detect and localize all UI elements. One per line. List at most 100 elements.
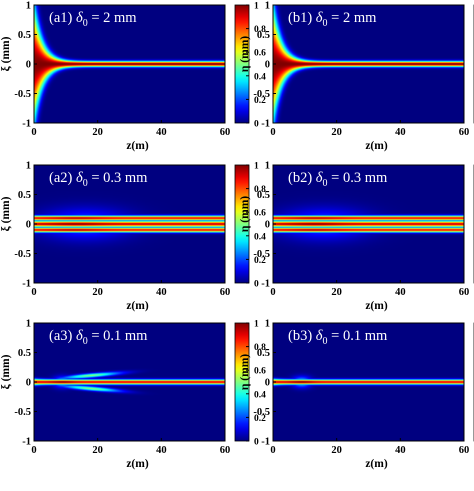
colorbar [234,4,250,124]
panel-label: (a2) δ0 = 0.3 mm [49,170,148,189]
y-tick-label: -0.5 [14,249,31,260]
y-tick-label: -0.5 [253,249,270,260]
x-tick-label: 40 [395,287,406,298]
y-tick-label: 1 [26,1,31,12]
panel-b2: 0 20 40 60 1 0.5 0 -0.5 -1 z(m) η (mm) (b2) δ0 = 0.… [239,161,474,312]
x-tick-label: 40 [395,127,406,138]
y-axis-label: ξ (mm) [0,196,12,231]
panel-a3: 0 20 40 60 1 0.5 0 -0.5 -1 z(m) ξ (mm) (a3) δ0 = 0.… [0,319,266,471]
colorbar [234,164,250,284]
panel-b3: 0 20 40 60 1 0.5 0 -0.5 -1 z(m) η (mm) (b3) δ0 = 0.… [239,319,474,470]
colorbar-tick-label: 0.8 [254,343,266,353]
x-tick-label: 20 [331,445,342,456]
y-tick-label: 0.5 [257,30,270,41]
y-tick-label: -1 [22,279,31,290]
y-tick-label: 0 [265,378,270,389]
colorbar-tick-label: 0.6 [254,49,266,59]
x-tick-label: 0 [31,127,36,138]
colorbar-tick-label: 1 [254,320,259,330]
colorbar-tick-label: 0.6 [254,209,266,219]
y-axis-label: η (mm) [239,354,251,390]
x-tick-label: 60 [459,445,470,456]
x-tick-label: 20 [331,127,342,138]
x-tick-label: 60 [220,287,231,298]
x-tick-label: 20 [92,445,103,456]
x-tick-label: 0 [31,287,36,298]
x-tick-label: 40 [156,445,167,456]
x-tick-label: 40 [156,287,167,298]
y-tick-label: 0 [26,220,31,231]
panel-a1: 0 20 40 60 1 0.5 0 -0.5 -1 z(m) ξ (mm) (a1) δ0 = 2 … [0,1,266,153]
y-tick-label: -0.5 [14,407,31,418]
x-tick-label: 0 [270,287,275,298]
panel-label: (b2) δ0 = 0.3 mm [288,170,388,189]
x-tick-label: 60 [220,127,231,138]
colorbar-tick-label: 0.8 [254,25,266,35]
y-tick-label: 0.5 [18,30,31,41]
y-axis-label: η (mm) [239,196,251,232]
y-tick-label: 0.5 [18,190,31,201]
colorbar-tick-label: 0.2 [254,414,266,424]
y-tick-label: -0.5 [253,89,270,100]
y-tick-label: 0 [26,60,31,71]
x-tick-label: 60 [459,287,470,298]
colorbar-tick-label: 0.4 [254,232,266,242]
x-tick-label: 20 [331,287,342,298]
colorbar-tick-label: 0 [254,120,259,130]
y-tick-label: -1 [22,437,31,448]
y-tick-label: 0 [265,220,270,231]
heatmap-image [34,165,225,283]
x-tick-label: 60 [220,445,231,456]
colorbar-tick-label: 0 [254,280,259,290]
y-tick-label: -1 [22,119,31,130]
heatmap-image [34,323,225,441]
colorbar-tick-label: 0.4 [254,72,266,82]
y-tick-label: 0 [265,60,270,71]
colorbar-tick-label: 0.6 [254,367,266,377]
heatmap-image [273,5,464,123]
y-axis-label: η (mm) [239,36,251,72]
y-tick-label: 1 [265,319,270,330]
colorbar-tick-label: 0.8 [254,185,266,195]
colorbar-tick-label: 0 [254,438,259,448]
x-axis-label: z(m) [126,300,149,312]
panel-b1: 0 20 40 60 1 0.5 0 -0.5 -1 z(m) η (mm) (b1) δ0 = 2 … [239,1,474,152]
y-tick-label: 0.5 [257,190,270,201]
y-tick-label: 0.5 [18,348,31,359]
y-tick-label: 1 [265,1,270,12]
x-tick-label: 0 [31,445,36,456]
heatmap-image [273,165,464,283]
y-tick-label: 0.5 [257,348,270,359]
x-tick-label: 40 [156,127,167,138]
colorbar-tick-label: 0.2 [254,256,266,266]
panel-a2: 0 20 40 60 1 0.5 0 -0.5 -1 z(m) ξ (mm) (a2) δ0 = 0.… [0,161,266,313]
colorbar [234,322,250,442]
y-tick-label: -1 [261,119,270,130]
y-tick-label: -0.5 [253,407,270,418]
x-axis-label: z(m) [365,458,388,470]
x-tick-label: 20 [92,127,103,138]
x-axis-label: z(m) [126,458,149,470]
y-tick-label: 1 [26,161,31,172]
panel-label: (b1) δ0 = 2 mm [288,10,377,29]
colorbar-tick-label: 0.4 [254,390,266,400]
colorbar-tick-label: 1 [254,2,259,12]
x-axis-label: z(m) [126,140,149,152]
y-axis-label: ξ (mm) [0,354,12,389]
colorbar-tick-label: 1 [254,162,259,172]
x-tick-label: 20 [92,287,103,298]
y-tick-label: 1 [26,319,31,330]
heatmap-image [34,5,225,123]
y-tick-label: -1 [261,437,270,448]
x-axis-label: z(m) [365,300,388,312]
x-axis-label: z(m) [365,140,388,152]
y-axis-label: ξ (mm) [0,36,12,71]
panel-label: (a1) δ0 = 2 mm [49,10,137,29]
y-tick-label: 0 [26,378,31,389]
x-tick-label: 0 [270,445,275,456]
colorbar-tick-label: 0.2 [254,96,266,106]
heatmap-image [273,323,464,441]
y-tick-label: -1 [261,279,270,290]
panel-label: (a3) δ0 = 0.1 mm [49,328,148,347]
